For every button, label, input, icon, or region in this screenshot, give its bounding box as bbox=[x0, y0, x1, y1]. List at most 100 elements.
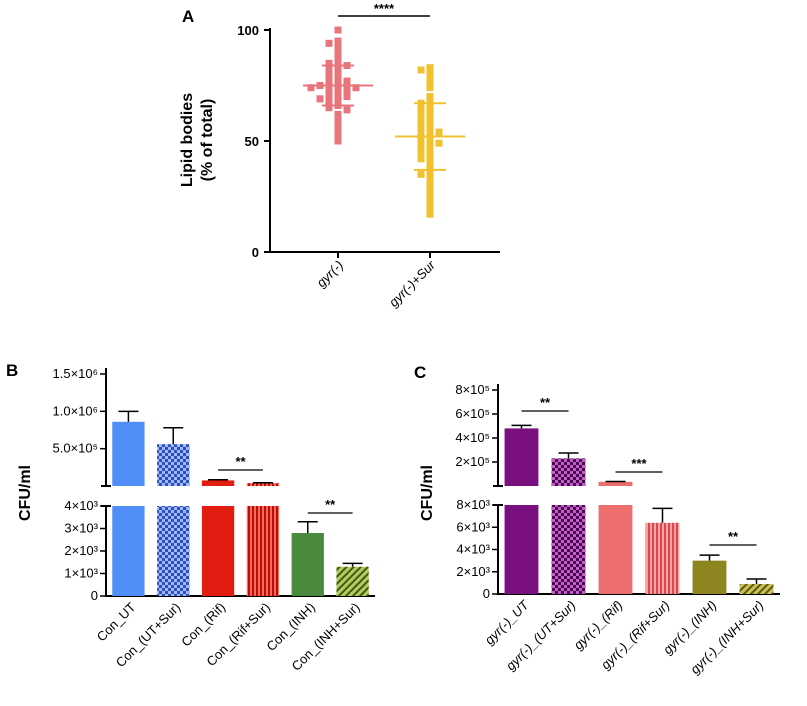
panel-a-point bbox=[343, 106, 351, 114]
panel-a-point bbox=[352, 84, 360, 92]
panel-a-letter: A bbox=[182, 7, 194, 26]
bar bbox=[504, 428, 539, 486]
panel-a-point bbox=[334, 130, 342, 138]
bar bbox=[112, 421, 145, 486]
panel-a-point bbox=[426, 210, 434, 218]
panel-a-point bbox=[426, 64, 434, 72]
panel-a-point bbox=[417, 148, 425, 156]
panel-a: A Lipid bodies (% of total) 0 50 100 gyr(-… bbox=[179, 1, 500, 310]
panel-a-ytick-label: 0 bbox=[252, 245, 259, 260]
bar bbox=[645, 522, 680, 594]
panel-b: B CFU/ml 5.0×10⁵ 1.0×10⁶ 1.5×10⁶ 0 1×10³ 2×10… bbox=[6, 361, 375, 674]
panel-a-point bbox=[334, 126, 342, 134]
panel-a-point bbox=[325, 99, 333, 107]
ytick-label: 4×10⁵ bbox=[455, 430, 490, 445]
panel-a-point bbox=[334, 26, 342, 34]
bar-lower-segment bbox=[157, 506, 190, 596]
significance-label: *** bbox=[631, 456, 647, 471]
panel-a-point bbox=[417, 106, 425, 114]
ytick-label: 3×10³ bbox=[64, 521, 98, 536]
panel-a-point bbox=[334, 110, 342, 118]
ytick-label: 1×10³ bbox=[64, 566, 98, 581]
panel-a-point bbox=[426, 199, 434, 207]
panel-a-point bbox=[334, 115, 342, 123]
ytick-label: 1.0×10⁶ bbox=[53, 403, 98, 418]
bar bbox=[246, 483, 280, 486]
ytick-label: 2×10³ bbox=[456, 564, 490, 579]
panel-a-significance-label: **** bbox=[374, 1, 395, 16]
significance-label: ** bbox=[540, 395, 551, 410]
panel-a-point bbox=[435, 139, 443, 147]
panel-a-point bbox=[325, 104, 333, 112]
panel-a-point bbox=[417, 144, 425, 152]
panel-a-point bbox=[334, 48, 342, 56]
bar bbox=[157, 444, 190, 486]
ytick-label: 6×10⁵ bbox=[455, 406, 490, 421]
panel-a-point bbox=[334, 53, 342, 61]
panel-a-point bbox=[426, 186, 434, 194]
panel-a-point bbox=[334, 57, 342, 65]
panel-a-point bbox=[426, 181, 434, 189]
bar bbox=[291, 533, 324, 596]
panel-a-ylabel-line2: (% of total) bbox=[199, 99, 216, 182]
bar bbox=[739, 583, 774, 594]
ytick-label: 2×10³ bbox=[64, 543, 98, 558]
panel-a-point bbox=[426, 77, 434, 85]
panel-a-point bbox=[435, 128, 443, 136]
bar-lower-segment bbox=[598, 505, 633, 594]
panel-a-point bbox=[426, 97, 434, 105]
panel-a-point bbox=[325, 93, 333, 101]
bar-lower-segment bbox=[246, 506, 280, 596]
panel-a-point bbox=[334, 137, 342, 145]
panel-a-point bbox=[417, 121, 425, 129]
panel-a-point bbox=[334, 37, 342, 45]
panel-b-ylabel: CFU/ml bbox=[17, 465, 34, 521]
bar-lower-segment bbox=[551, 505, 586, 594]
bar bbox=[551, 458, 586, 486]
panel-a-point bbox=[426, 93, 434, 101]
significance-label: ** bbox=[325, 497, 336, 512]
panel-a-point bbox=[325, 59, 333, 67]
panel-a-point bbox=[334, 44, 342, 52]
bar-lower-segment bbox=[201, 506, 235, 596]
bar bbox=[201, 480, 235, 486]
ytick-label: 2×10⁵ bbox=[455, 454, 490, 469]
panel-a-ylabel-line1: Lipid bodies bbox=[179, 93, 196, 187]
panel-a-point bbox=[316, 95, 324, 103]
significance-label: ** bbox=[235, 454, 246, 469]
panel-a-point bbox=[417, 115, 425, 123]
ytick-label: 6×10³ bbox=[456, 519, 490, 534]
panel-a-ytick-label: 50 bbox=[245, 134, 259, 149]
panel-a-point bbox=[426, 193, 434, 200]
panel-a-point bbox=[325, 39, 333, 47]
ytick-label: 0 bbox=[91, 588, 98, 603]
panel-a-point bbox=[417, 110, 425, 118]
panel-a-point bbox=[325, 75, 333, 83]
ytick-label: 1.5×10⁶ bbox=[53, 366, 98, 381]
panel-a-point bbox=[307, 84, 315, 92]
panel-c: C CFU/ml 2×10⁵ 4×10⁵ 6×10⁵ 8×10⁵ 0 2×10³ 4×10³… bbox=[414, 363, 780, 677]
panel-a-point bbox=[426, 70, 434, 78]
panel-c-ylabel: CFU/ml bbox=[419, 465, 436, 521]
panel-a-point bbox=[417, 66, 425, 74]
panel-a-point bbox=[426, 175, 434, 183]
ytick-label: 4×10³ bbox=[456, 542, 490, 557]
panel-a-ytick-label: 100 bbox=[237, 23, 259, 38]
bar bbox=[692, 560, 727, 594]
panel-a-category-label: gyr(-) bbox=[314, 258, 347, 291]
bar bbox=[336, 566, 369, 596]
panel-a-point bbox=[343, 88, 351, 96]
panel-a-point bbox=[417, 137, 425, 145]
panel-a-point bbox=[343, 77, 351, 85]
panel-a-category-label: gyr(-)+Sur bbox=[386, 257, 439, 310]
panel-a-point bbox=[417, 170, 425, 178]
panel-a-point bbox=[325, 66, 333, 74]
ytick-label: 5.0×10⁵ bbox=[52, 441, 98, 456]
bar-lower-segment bbox=[504, 505, 539, 594]
panel-a-point bbox=[334, 119, 342, 127]
bar bbox=[598, 481, 633, 486]
ytick-label: 8×10³ bbox=[456, 497, 490, 512]
panel-a-point bbox=[417, 126, 425, 134]
panel-a-point bbox=[343, 93, 351, 101]
